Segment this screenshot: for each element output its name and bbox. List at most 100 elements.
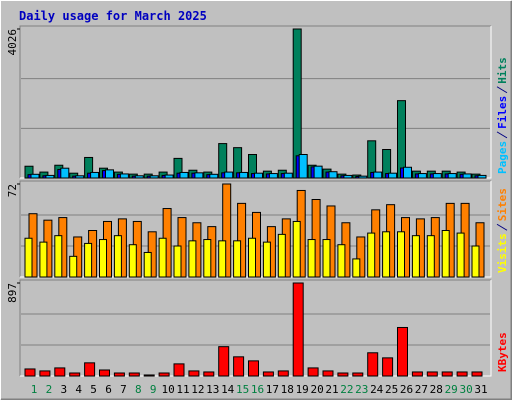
legend-entry: Visits — [496, 233, 509, 273]
bar — [352, 372, 364, 377]
bar — [373, 171, 383, 179]
bar — [143, 251, 152, 278]
bar — [447, 173, 457, 179]
bar — [307, 239, 316, 278]
x-tick-label: 21 — [325, 383, 338, 396]
x-tick-label: 13 — [206, 383, 219, 396]
bar — [24, 237, 33, 278]
legend-entry: Pages — [496, 141, 509, 174]
bar — [292, 220, 301, 278]
bar — [54, 235, 63, 278]
x-tick-label: 22 — [340, 383, 353, 396]
bar — [337, 244, 346, 278]
y-tick-label: 72 — [6, 184, 19, 197]
bar — [30, 173, 40, 179]
bar — [237, 202, 247, 278]
legend-entry: Hits — [496, 57, 509, 84]
bar — [343, 174, 353, 179]
legend-separator — [496, 223, 508, 231]
bar — [356, 236, 366, 278]
bar — [352, 258, 361, 278]
bar — [298, 153, 308, 179]
x-tick-label: 16 — [251, 383, 264, 396]
bar — [224, 171, 234, 179]
bar — [426, 371, 438, 377]
bar — [128, 372, 140, 377]
panel — [20, 26, 491, 178]
bar — [75, 175, 85, 179]
bar — [188, 240, 197, 278]
legend-entry: KBytes — [496, 332, 509, 372]
x-tick-label: 1 — [31, 383, 38, 396]
x-tick-label: 19 — [296, 383, 309, 396]
x-tick-label: 11 — [176, 383, 189, 396]
bar — [328, 171, 338, 179]
bar — [411, 235, 420, 278]
x-tick-label: 17 — [266, 383, 279, 396]
bar — [84, 242, 93, 278]
bar — [149, 175, 159, 179]
bar — [313, 165, 323, 179]
bar — [99, 239, 107, 278]
bar — [382, 357, 394, 377]
x-tick-label: 15 — [236, 383, 249, 396]
bar — [403, 166, 412, 179]
x-tick-label: 20 — [310, 383, 323, 396]
bar — [456, 371, 468, 377]
bar — [39, 241, 48, 278]
bar — [441, 371, 453, 377]
bar — [24, 368, 36, 377]
bar — [158, 372, 170, 377]
bar — [233, 240, 242, 278]
bar — [84, 362, 96, 377]
bar — [203, 239, 212, 278]
bar — [397, 326, 408, 377]
x-tick-label: 24 — [370, 383, 384, 396]
bar — [426, 235, 435, 278]
x-tick-label: 23 — [355, 383, 368, 396]
bar — [411, 371, 423, 377]
bar — [322, 370, 334, 377]
bar — [456, 232, 465, 278]
bar — [262, 241, 271, 278]
bar — [105, 169, 114, 179]
bar — [222, 183, 232, 278]
x-tick-label: 8 — [135, 383, 142, 396]
bar — [119, 173, 129, 179]
bar — [277, 370, 289, 377]
bar — [283, 172, 293, 179]
bar — [441, 230, 450, 278]
bar — [239, 171, 249, 179]
bar — [69, 372, 81, 377]
x-tick-label: 7 — [120, 383, 127, 396]
legend: Visits Sites — [496, 188, 509, 273]
legend: Pages Files Hits — [496, 57, 509, 174]
bar — [432, 173, 442, 179]
bar — [277, 233, 286, 278]
bar — [388, 172, 398, 179]
legend-separator — [496, 86, 508, 94]
x-tick-label: 14 — [221, 383, 235, 396]
x-tick-label: 29 — [445, 383, 458, 396]
x-tick-label: 2 — [46, 383, 53, 396]
bar — [218, 240, 227, 278]
bar — [262, 371, 274, 377]
bar — [417, 173, 427, 179]
bar — [39, 370, 51, 377]
x-tick-label: 9 — [150, 383, 157, 396]
panel — [20, 280, 491, 376]
x-tick-label: 5 — [90, 383, 97, 396]
bar — [471, 245, 480, 278]
bar — [248, 360, 259, 377]
bar — [173, 363, 185, 377]
bar — [188, 370, 200, 377]
bar — [292, 282, 304, 377]
bar — [233, 356, 245, 377]
bar — [90, 171, 100, 179]
bar — [194, 172, 204, 179]
x-tick-label: 31 — [474, 383, 487, 396]
bar — [358, 175, 368, 179]
bar — [164, 174, 174, 179]
